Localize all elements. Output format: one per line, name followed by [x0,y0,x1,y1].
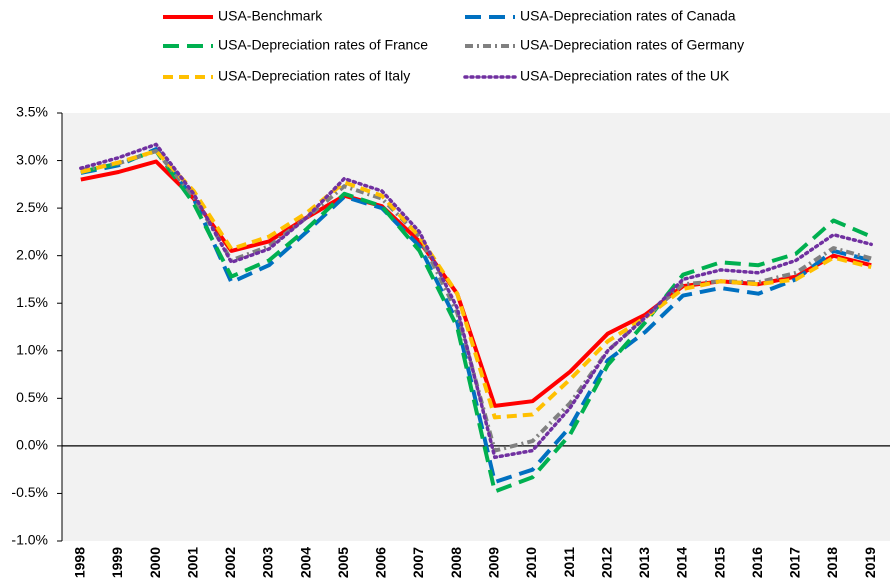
legend-label: USA-Depreciation rates of Italy [218,68,410,84]
y-tick-label: 0.0% [16,437,48,453]
x-tick-label: 2003 [260,547,276,578]
x-tick-label: 2004 [297,547,313,578]
y-tick-label: -1.0% [11,532,48,548]
x-tick-label: 2009 [486,547,502,578]
x-tick-label: 2012 [598,547,614,578]
y-tick-label: -0.5% [11,484,48,500]
x-tick-label: 1999 [109,547,125,578]
legend-label: USA-Depreciation rates of France [218,37,428,53]
x-tick-label: 2017 [787,547,803,578]
x-tick-label: 2013 [636,547,652,578]
x-tick-label: 2018 [824,547,840,578]
y-tick-label: 2.5% [16,199,48,215]
x-tick-label: 1998 [72,547,88,578]
x-tick-label: 2008 [448,547,464,578]
y-tick-label: 2.0% [16,246,48,262]
x-tick-label: 2001 [184,547,200,578]
y-tick-label: 0.5% [16,389,48,405]
x-tick-label: 2014 [674,547,690,578]
x-tick-label: 2005 [335,547,351,578]
legend-label: USA-Benchmark [218,8,323,24]
x-tick-label: 2015 [711,547,727,578]
series-line [80,149,872,420]
x-tick-label: 2016 [749,547,765,578]
series-line [79,142,873,460]
x-tick-label: 2019 [862,547,878,578]
x-tick-label: 2011 [561,547,577,578]
legend-label: USA-Depreciation rates of Germany [520,37,744,53]
y-tick-label: 1.0% [16,341,48,357]
x-tick-label: 2000 [147,547,163,578]
y-tick-label: 1.5% [16,294,48,310]
y-tick-label: 3.5% [16,104,48,120]
legend-label: USA-Depreciation rates of the UK [520,68,730,84]
x-tick-label: 2010 [523,547,539,578]
x-tick-label: 2007 [410,547,426,578]
plot-area [62,113,890,541]
x-tick-label: 2002 [222,547,238,578]
y-tick-label: 3.0% [16,151,48,167]
x-tick-label: 2006 [373,547,389,578]
series-line [80,149,872,494]
legend-label: USA-Depreciation rates of Canada [520,8,736,24]
